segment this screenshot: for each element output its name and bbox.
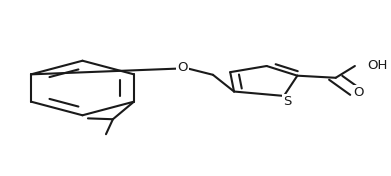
Text: OH: OH [367, 59, 387, 72]
Text: S: S [283, 95, 292, 108]
Text: O: O [177, 61, 188, 74]
Text: O: O [353, 86, 364, 99]
